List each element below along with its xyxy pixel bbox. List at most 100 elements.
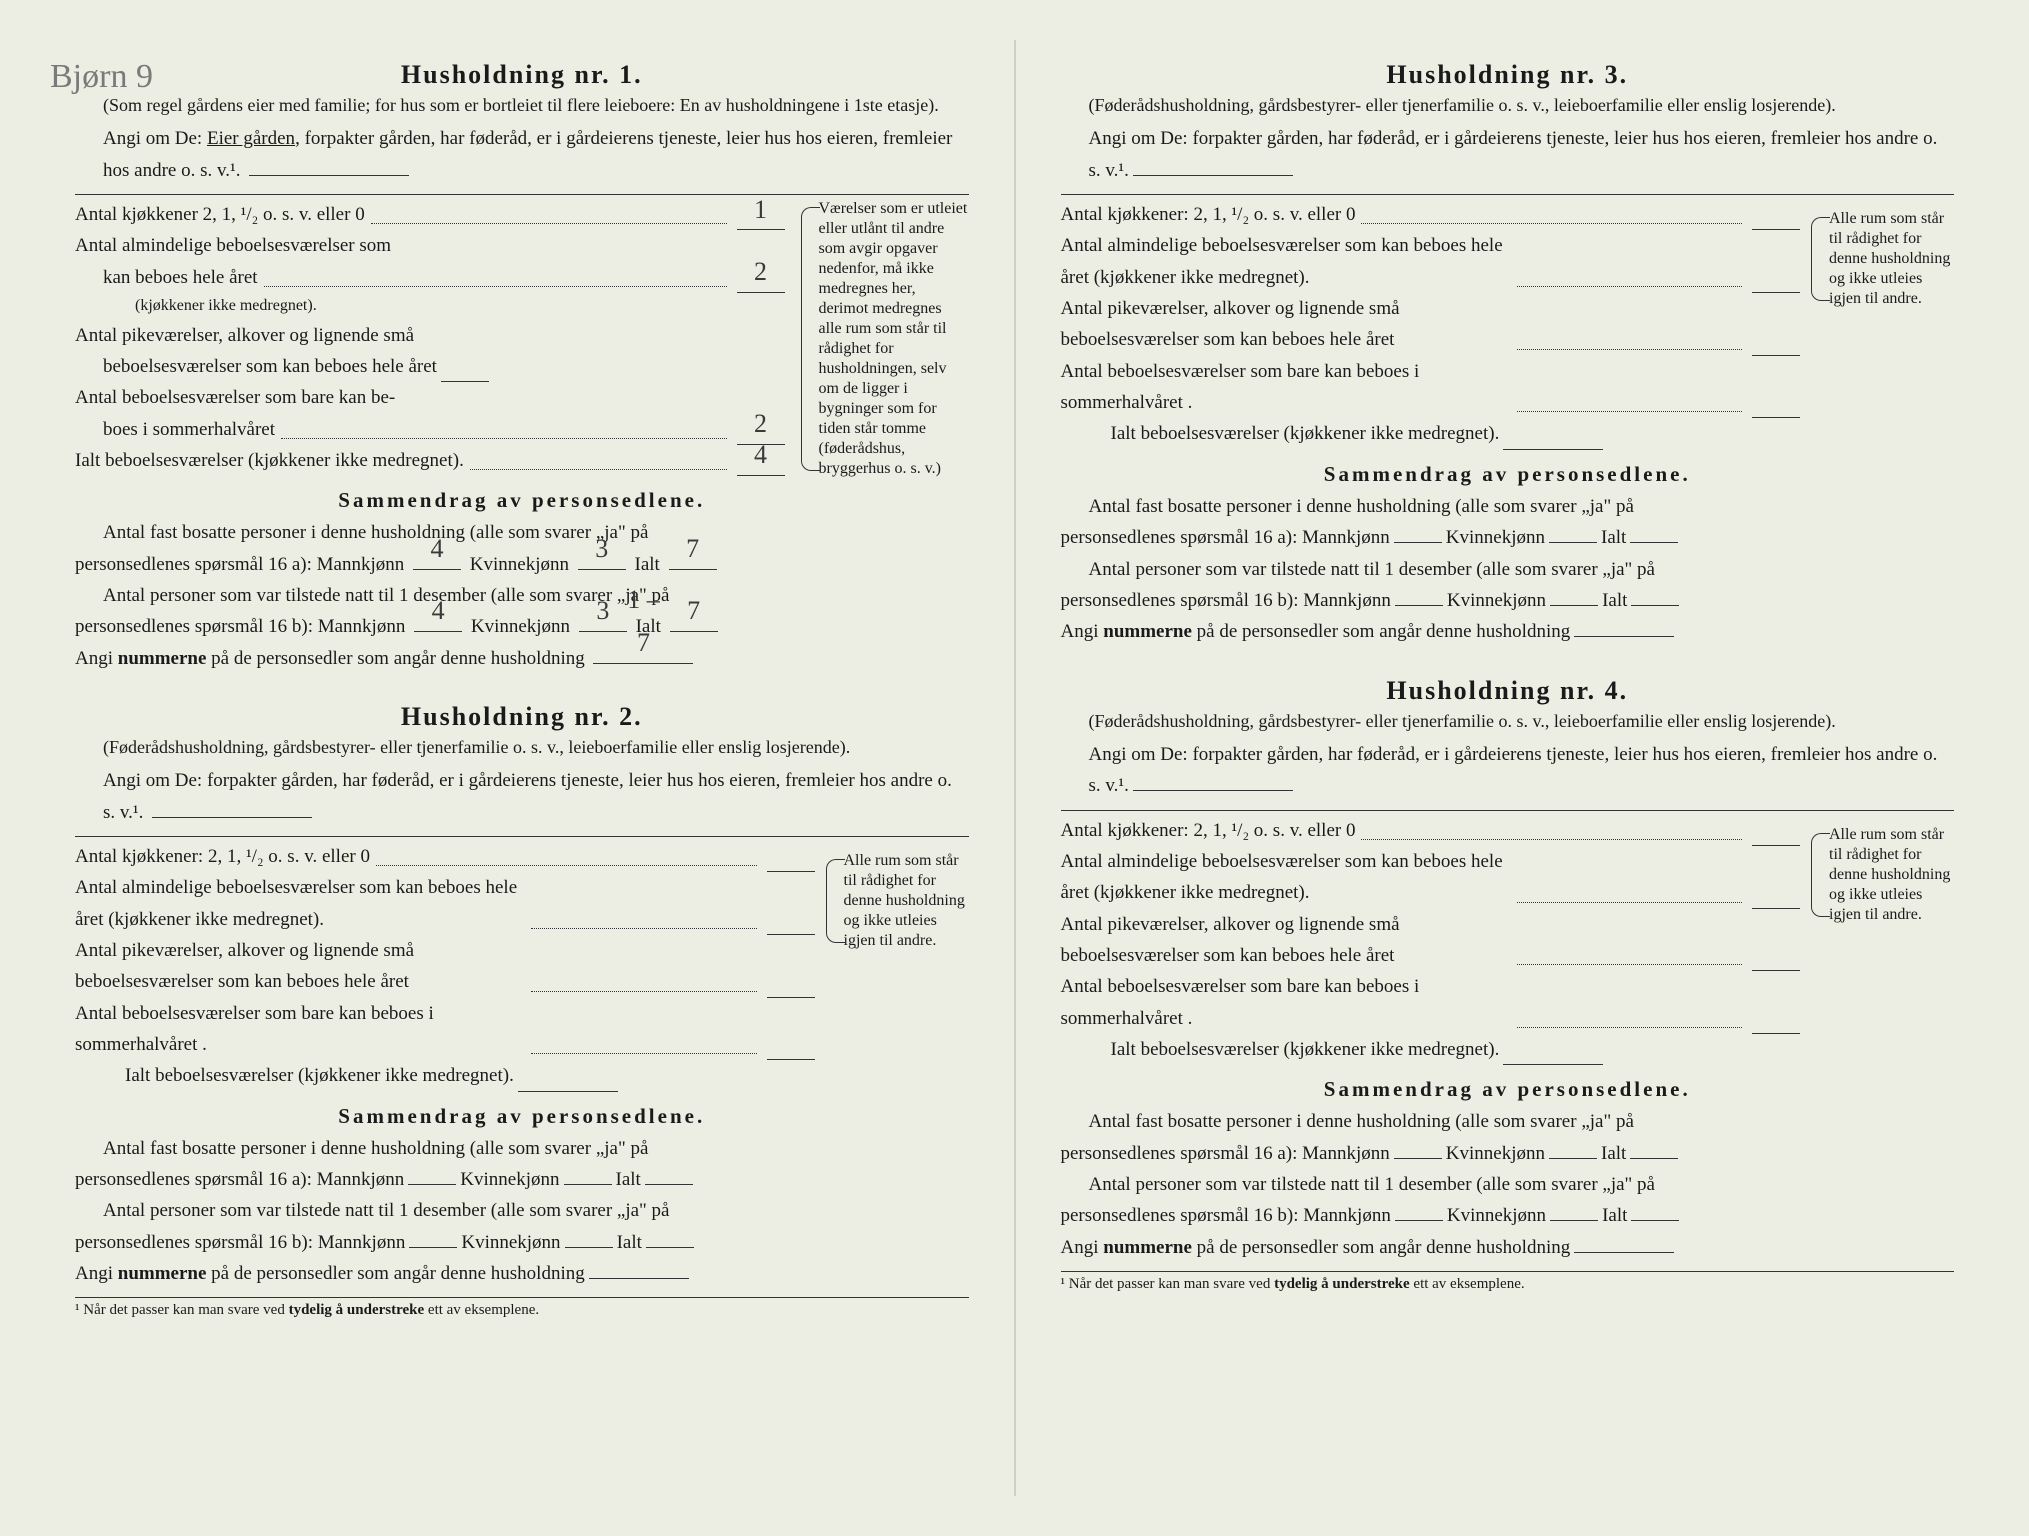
kitchens-value[interactable]: 1 <box>737 229 785 230</box>
t: Ialt beboelsesværelser (kjøkkener ikke m… <box>1111 418 1500 449</box>
blank[interactable] <box>1630 542 1678 543</box>
hw: 7 <box>686 528 699 571</box>
t: nummerne <box>118 1263 207 1284</box>
handwritten-corner: Bjørn 9 <box>50 58 153 96</box>
blank[interactable] <box>564 1184 612 1185</box>
blank[interactable] <box>1395 605 1443 606</box>
t: Antal personer som var tilstede natt til… <box>1061 1169 1955 1200</box>
t: Ialt <box>616 1169 641 1190</box>
hw: 1 – 7 <box>618 579 668 665</box>
t: Kvinnekjønn <box>471 616 570 637</box>
t: Kvinnekjønn <box>1446 1143 1545 1164</box>
t: personsedlenes spørsmål 16 a): Mannkjønn <box>1061 1143 1390 1164</box>
blank[interactable] <box>1395 1220 1443 1221</box>
blank[interactable] <box>408 1184 456 1185</box>
t: Ialt <box>635 554 660 575</box>
hh3-sub: (Føderådshusholdning, gårdsbestyrer- ell… <box>1061 94 1955 117</box>
maid-value[interactable] <box>441 381 489 382</box>
t: boes i sommerhalvåret <box>103 414 275 445</box>
blank[interactable] <box>1752 355 1800 356</box>
blank[interactable] <box>518 1091 618 1092</box>
blank[interactable] <box>1503 1064 1603 1065</box>
blank[interactable] <box>409 1247 457 1248</box>
blank[interactable] <box>1752 417 1800 418</box>
t: Antal personer som var tilstede natt til… <box>75 1195 969 1226</box>
num-value[interactable]: 1 – 7 <box>593 663 693 664</box>
blank[interactable] <box>1394 1158 1442 1159</box>
t: Antal fast bosatte personer i denne hush… <box>1061 1106 1955 1137</box>
blank[interactable] <box>1752 970 1800 971</box>
t: nummerne <box>1103 621 1192 642</box>
blank[interactable] <box>1549 542 1597 543</box>
blank[interactable] <box>646 1247 694 1248</box>
blank[interactable] <box>1394 542 1442 543</box>
dots <box>1361 223 1742 224</box>
footnote: ¹ Når det passer kan man svare ved tydel… <box>75 1302 969 1319</box>
t: Ialt beboelsesværelser (kjøkkener ikke m… <box>75 445 464 476</box>
blank[interactable] <box>1752 845 1800 846</box>
blank[interactable] <box>1574 1252 1674 1253</box>
natt-m[interactable]: 4 <box>414 631 462 632</box>
blank[interactable] <box>589 1278 689 1279</box>
total-value[interactable]: 4 <box>737 475 785 476</box>
t: Angi om De: forpakter gården, har føderå… <box>1089 744 1938 796</box>
t: Antal almindelige beboelsesværelser som … <box>1061 230 1511 293</box>
t: personsedlenes spørsmål 16 b): Mannkjønn <box>1061 1205 1391 1226</box>
fast-m[interactable]: 4 <box>413 569 461 570</box>
blank[interactable] <box>1752 229 1800 230</box>
blank[interactable] <box>1752 1033 1800 1034</box>
rooms-allyear-row: kan beboes hele året 2 <box>75 262 789 293</box>
blank[interactable] <box>1631 605 1679 606</box>
blank[interactable] <box>1133 790 1293 791</box>
blank[interactable] <box>1503 449 1603 450</box>
hw: 3 <box>595 528 608 571</box>
blank[interactable] <box>1752 908 1800 909</box>
angi-blank[interactable] <box>152 817 312 818</box>
blank[interactable] <box>1752 292 1800 293</box>
blank[interactable] <box>1630 1158 1678 1159</box>
hh4-sub: (Føderådshusholdning, gårdsbestyrer- ell… <box>1061 710 1955 733</box>
dots <box>1517 1027 1743 1028</box>
hh3-summary-title: Sammendrag av personsedlene. <box>1061 462 1955 487</box>
blank[interactable] <box>1549 1158 1597 1159</box>
blank[interactable] <box>767 1059 815 1060</box>
blank[interactable] <box>565 1247 613 1248</box>
fast-k[interactable]: 3 <box>578 569 626 570</box>
blank[interactable] <box>645 1184 693 1185</box>
blank[interactable] <box>767 934 815 935</box>
blank[interactable] <box>1550 1220 1598 1221</box>
t: ¹ Når det passer kan man svare ved <box>75 1302 289 1318</box>
t: nummerne <box>118 648 207 669</box>
natt-i[interactable]: 7 <box>670 631 718 632</box>
hh4-summary-title: Sammendrag av personsedlene. <box>1061 1077 1955 1102</box>
t: Antal beboelsesværelser som bare kan beb… <box>1061 971 1511 1034</box>
hw: 2 <box>754 251 767 294</box>
dots <box>531 991 757 992</box>
fast-i[interactable]: 7 <box>669 569 717 570</box>
hh2-title: Husholdning nr. 2. <box>75 702 969 732</box>
dots <box>1517 902 1743 903</box>
rooms-allyear-value[interactable]: 2 <box>737 292 785 293</box>
blank[interactable] <box>1631 1220 1679 1221</box>
t: Kvinnekjønn <box>460 1169 559 1190</box>
t: Angi <box>75 1263 118 1284</box>
num-row: Angi nummerne på de personsedler som ang… <box>75 643 969 674</box>
hh3-side-note: Alle rum som står til rådighet for denne… <box>1829 209 1954 309</box>
angi-blank[interactable] <box>249 175 409 176</box>
blank[interactable] <box>1574 636 1674 637</box>
hh3-rooms-block: Alle rum som står til rådighet for denne… <box>1061 199 1955 450</box>
t: Kvinnekjønn <box>1447 1205 1546 1226</box>
t: Ialt <box>1602 590 1627 611</box>
t: Ialt beboelsesværelser (kjøkkener ikke m… <box>125 1060 514 1091</box>
t: personsedlenes spørsmål 16 b): Mannkjønn <box>75 1232 405 1253</box>
blank[interactable] <box>1550 605 1598 606</box>
blank[interactable] <box>1133 175 1293 176</box>
left-page: Bjørn 9 Husholdning nr. 1. (Som regel gå… <box>30 40 1014 1496</box>
t: Angi <box>1061 1237 1104 1258</box>
dots <box>376 865 757 866</box>
t: på de personsedler som angår denne husho… <box>206 648 584 669</box>
dots <box>470 469 727 470</box>
blank[interactable] <box>767 997 815 998</box>
t: Antal beboelsesværelser som bare kan be- <box>75 382 789 413</box>
blank[interactable] <box>767 871 815 872</box>
